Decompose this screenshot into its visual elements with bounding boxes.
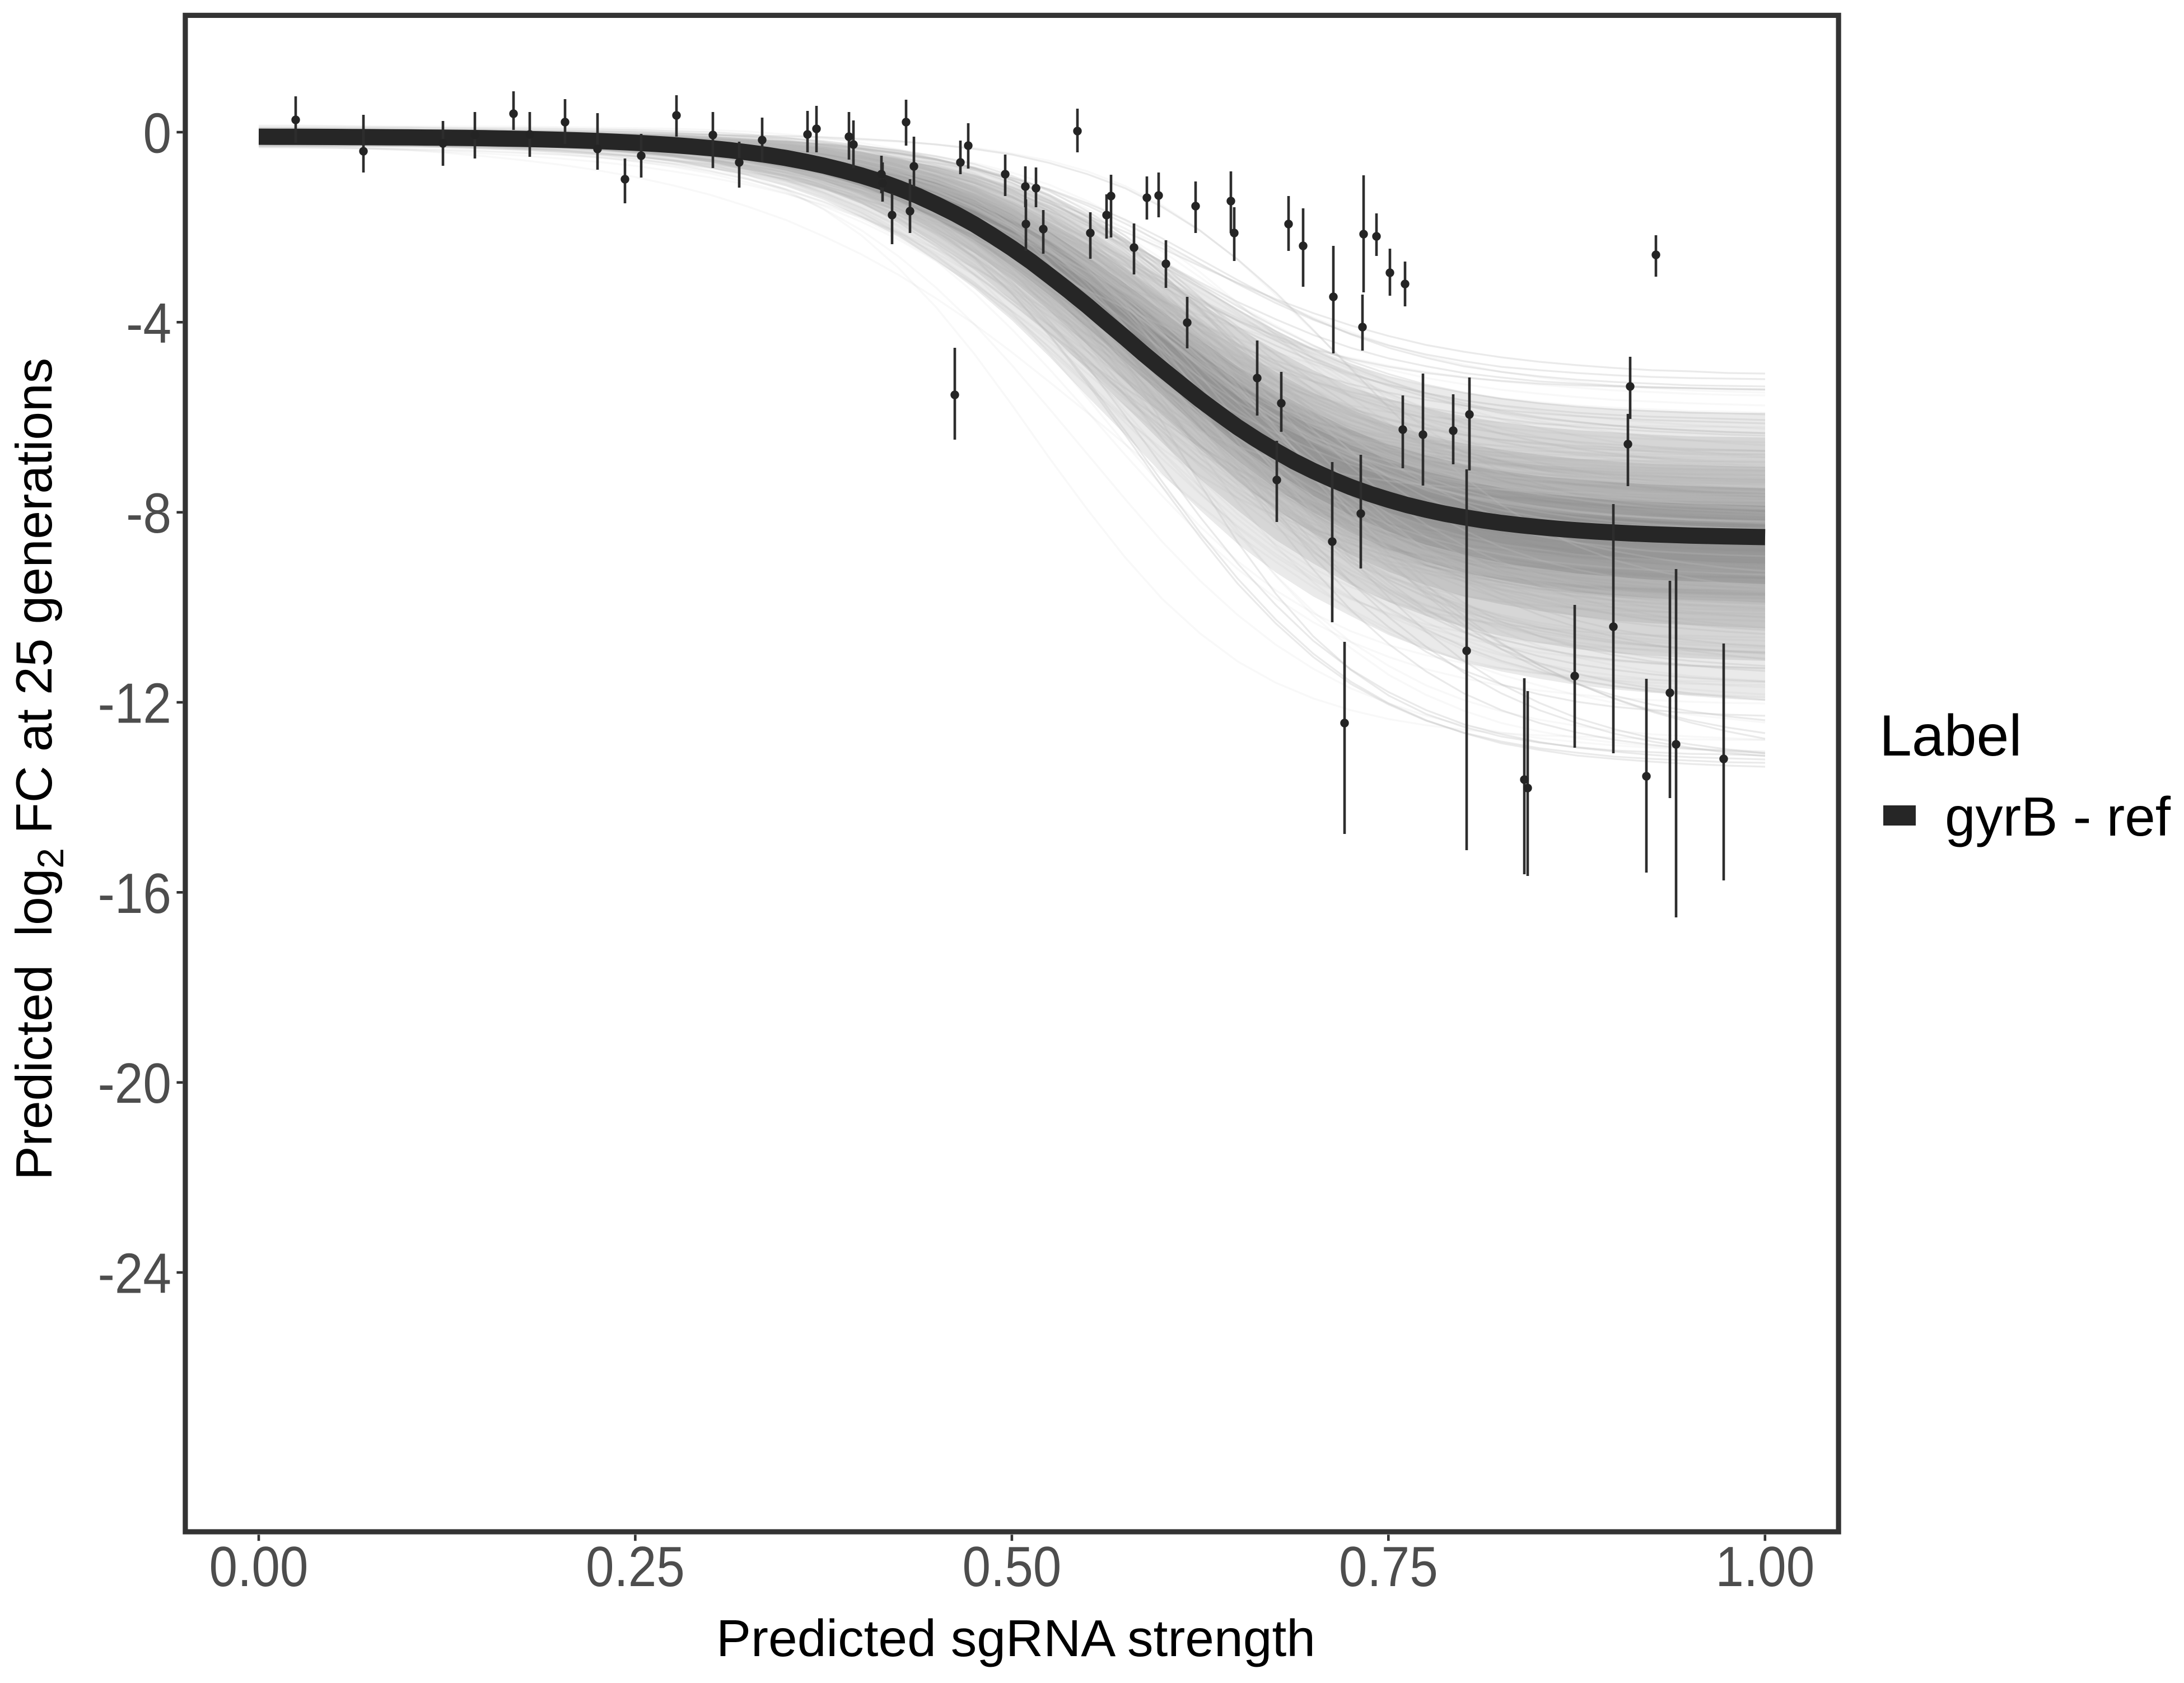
svg-text:-20: -20 [98,1052,171,1115]
svg-text:-8: -8 [126,482,171,545]
svg-text:0.75: 0.75 [1339,1536,1438,1598]
svg-text:Predicted sgRNA strength: Predicted sgRNA strength [716,1609,1315,1667]
svg-text:gyrB - ref: gyrB - ref [1945,786,2171,847]
svg-text:0.25: 0.25 [586,1536,685,1598]
svg-text:0.50: 0.50 [962,1536,1061,1598]
svg-text:1.00: 1.00 [1715,1536,1814,1598]
svg-text:Label: Label [1879,703,2022,768]
svg-text:-16: -16 [98,862,171,925]
svg-text:Predicted log2 FC at 25 gener: Predicted log2 FC at 25 generations [6,358,71,1180]
svg-text:-12: -12 [98,672,171,735]
svg-text:-24: -24 [98,1242,171,1305]
svg-text:0: 0 [143,102,171,165]
svg-text:0.00: 0.00 [209,1536,309,1598]
svg-text:-4: -4 [126,292,171,355]
